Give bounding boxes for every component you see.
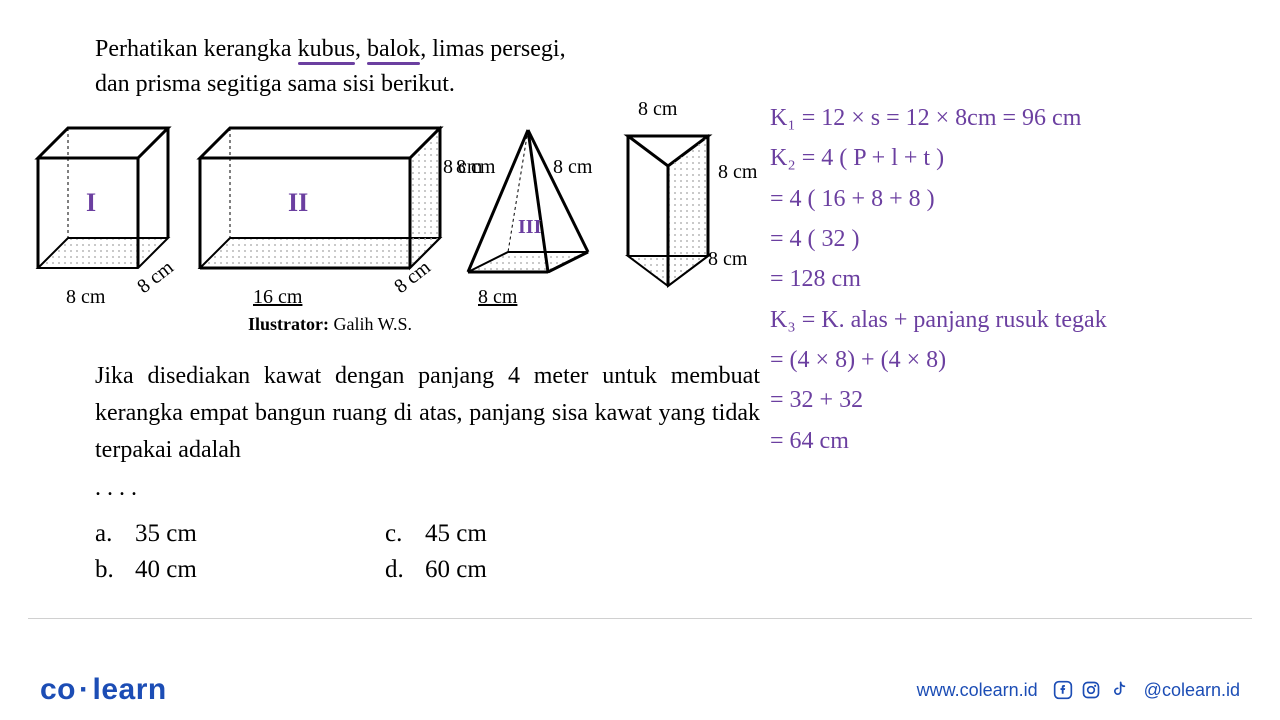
- work-l6: K₃ = K. alas + panjang rusuk tegak: [770, 300, 1260, 340]
- footer-right: www.colearn.id @colearn.id: [917, 679, 1240, 701]
- work-l3: = 4 ( 16 + 8 + 8 ): [770, 179, 1260, 219]
- pyramid-label: III: [518, 216, 541, 239]
- cube-figure: [28, 118, 188, 318]
- logo-dot: ·: [76, 673, 93, 706]
- text: , limas persegi,: [420, 36, 565, 62]
- work-l7: = (4 × 8) + (4 × 8): [770, 340, 1260, 380]
- prism-dim-right: 8 cm: [718, 161, 757, 184]
- option-c: c.45 cm: [385, 520, 675, 548]
- prism-dim-bottom: 8 cm: [708, 248, 747, 271]
- figures-row: I 8 cm 8 cm II 16 cm 8 cm 8 cm III 8 cm …: [28, 106, 768, 336]
- illustrator-label: Ilustrator:: [248, 314, 329, 334]
- text: Perhatikan kerangka: [95, 36, 298, 62]
- pyramid-figure: [448, 112, 608, 312]
- work-l1: K₁ = 12 × s = 12 × 8cm = 96 cm: [770, 98, 1260, 138]
- logo-part-a: co: [40, 673, 76, 706]
- work-l8: = 32 + 32: [770, 380, 1260, 420]
- pyramid-dim-bottom: 8 cm: [478, 286, 517, 309]
- option-c-text: 45 cm: [425, 520, 487, 547]
- cube-label: I: [86, 188, 96, 218]
- social-handle[interactable]: @colearn.id: [1144, 680, 1240, 701]
- work-l2: K₂ = 4 ( P + l + t ): [770, 138, 1260, 178]
- question-dots: . . . .: [95, 475, 137, 501]
- tiktok-icon[interactable]: [1108, 679, 1130, 701]
- website-link[interactable]: www.colearn.id: [917, 680, 1038, 701]
- cuboid-label: II: [288, 188, 308, 218]
- cube-dim-bottom: 8 cm: [66, 286, 105, 309]
- work-l9: = 64 cm: [770, 421, 1260, 461]
- option-a: a.35 cm: [95, 520, 385, 548]
- footer: co·learn www.colearn.id @colearn.id: [0, 660, 1280, 720]
- brand-logo: co·learn: [40, 673, 167, 707]
- answer-options: a.35 cm c.45 cm b.40 cm d.60 cm: [95, 520, 675, 584]
- problem-line-1: Perhatikan kerangka kubus, balok, limas …: [95, 32, 760, 67]
- work-l4: = 4 ( 32 ): [770, 219, 1260, 259]
- pyramid-dim-right: 8 cm: [553, 156, 592, 179]
- question-text: Jika disediakan kawat dengan panjang 4 m…: [95, 363, 760, 463]
- prism-dim-top: 8 cm: [638, 98, 677, 121]
- text: ,: [355, 36, 367, 62]
- handwritten-work: K₁ = 12 × s = 12 × 8cm = 96 cm K₂ = 4 ( …: [770, 98, 1260, 461]
- option-b-text: 40 cm: [135, 556, 197, 583]
- option-d-text: 60 cm: [425, 556, 487, 583]
- social-icons: [1052, 679, 1130, 701]
- divider-line: [28, 618, 1252, 619]
- illustrator-name: Galih W.S.: [333, 314, 412, 334]
- pyramid-dim-left: 8 cm: [456, 156, 495, 179]
- cuboid-dim-bottom: 16 cm: [253, 286, 302, 309]
- word-balok: balok: [367, 36, 420, 62]
- problem-statement: Perhatikan kerangka kubus, balok, limas …: [95, 32, 760, 102]
- illustrator-credit: Ilustrator: Galih W.S.: [248, 314, 412, 335]
- question-block: Jika disediakan kawat dengan panjang 4 m…: [95, 358, 760, 507]
- work-l5: = 128 cm: [770, 259, 1260, 299]
- facebook-icon[interactable]: [1052, 679, 1074, 701]
- option-a-text: 35 cm: [135, 520, 197, 547]
- instagram-icon[interactable]: [1080, 679, 1102, 701]
- word-kubus: kubus: [298, 36, 355, 62]
- option-b: b.40 cm: [95, 556, 385, 584]
- option-d: d.60 cm: [385, 556, 675, 584]
- logo-part-b: learn: [93, 673, 167, 706]
